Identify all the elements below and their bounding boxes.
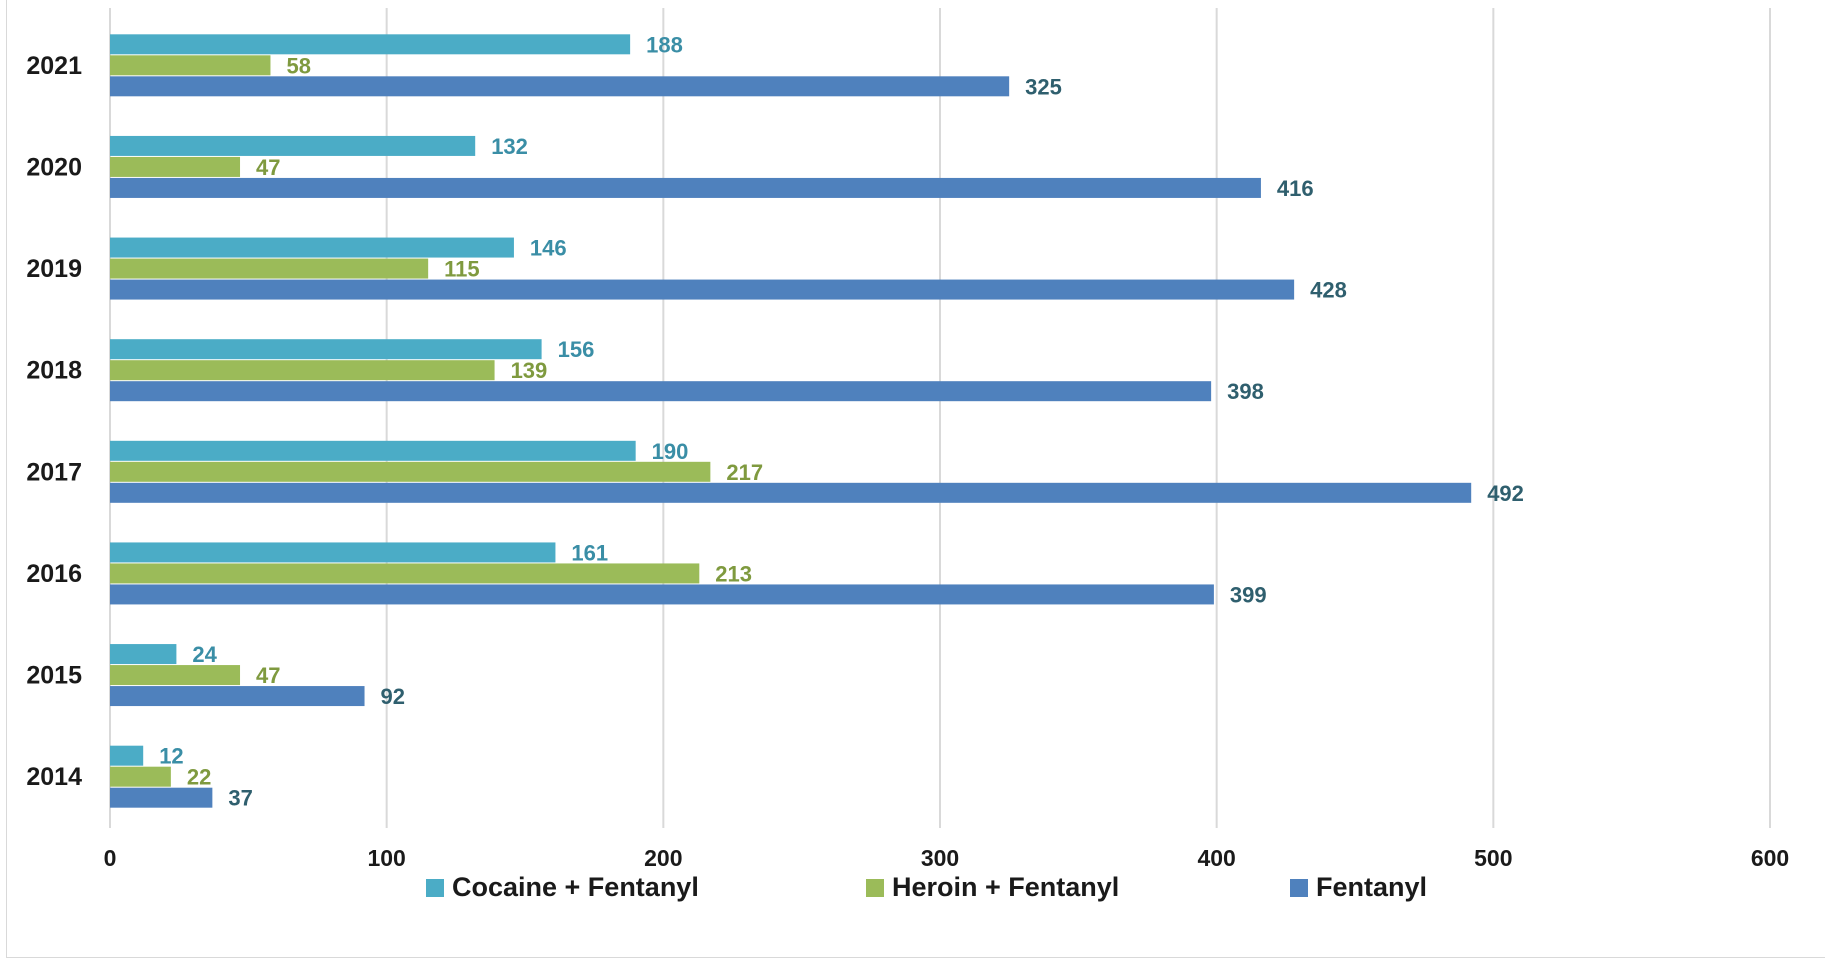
- y-tick-label: 2017: [26, 458, 82, 486]
- x-tick-label: 600: [1751, 845, 1789, 871]
- bar-heroin-fentanyl: [110, 55, 271, 76]
- data-label-cocaine-fentanyl: 132: [491, 134, 528, 159]
- bar-fentanyl: [110, 177, 1261, 198]
- x-tick-label: 500: [1474, 845, 1512, 871]
- bar-fentanyl: [110, 584, 1214, 605]
- data-label-heroin-fentanyl: 47: [256, 155, 280, 180]
- data-label-cocaine-fentanyl: 188: [646, 32, 683, 57]
- x-tick-label: 400: [1197, 845, 1235, 871]
- bar-fentanyl: [110, 76, 1010, 97]
- legend-label-heroin-fentanyl: Heroin + Fentanyl: [892, 872, 1120, 902]
- data-label-cocaine-fentanyl: 190: [652, 439, 689, 464]
- data-label-fentanyl: 399: [1230, 582, 1267, 607]
- y-tick-label: 2019: [26, 255, 82, 283]
- bar-fentanyl: [110, 381, 1212, 402]
- chart-frame: [6, 0, 1825, 958]
- legend-item-cocaine-fentanyl: Cocaine + Fentanyl: [426, 872, 699, 903]
- bar-cocaine-fentanyl: [110, 542, 556, 563]
- data-label-fentanyl: 325: [1025, 74, 1062, 99]
- data-label-heroin-fentanyl: 115: [444, 257, 480, 282]
- data-label-fentanyl: 398: [1227, 379, 1264, 404]
- y-tick-label: 2014: [26, 763, 82, 791]
- data-label-fentanyl: 416: [1277, 176, 1314, 201]
- data-label-heroin-fentanyl: 58: [286, 53, 310, 78]
- legend-item-fentanyl: Fentanyl: [1290, 872, 1427, 903]
- data-label-heroin-fentanyl: 217: [726, 460, 763, 485]
- data-label-cocaine-fentanyl: 146: [530, 236, 567, 261]
- data-label-cocaine-fentanyl: 161: [571, 540, 608, 565]
- bar-cocaine-fentanyl: [110, 440, 636, 461]
- bar-cocaine-fentanyl: [110, 237, 514, 258]
- data-label-heroin-fentanyl: 22: [187, 765, 211, 790]
- bar-heroin-fentanyl: [110, 766, 171, 787]
- bar-fentanyl: [110, 686, 365, 707]
- data-label-fentanyl: 492: [1487, 481, 1524, 506]
- bar-heroin-fentanyl: [110, 563, 700, 584]
- legend-item-heroin-fentanyl: Heroin + Fentanyl: [866, 872, 1119, 903]
- legend-swatch-heroin-fentanyl: [866, 878, 884, 897]
- x-tick-label: 300: [921, 845, 959, 871]
- bar-cocaine-fentanyl: [110, 745, 144, 766]
- y-tick-label: 2015: [26, 662, 82, 690]
- legend-swatch-cocaine-fentanyl: [426, 878, 444, 897]
- bar-fentanyl: [110, 482, 1472, 503]
- legend-label-cocaine-fentanyl: Cocaine + Fentanyl: [452, 872, 699, 902]
- data-label-cocaine-fentanyl: 24: [192, 642, 217, 667]
- data-label-cocaine-fentanyl: 156: [558, 337, 595, 362]
- y-tick-label: 2021: [26, 52, 82, 80]
- data-label-fentanyl: 428: [1310, 278, 1347, 303]
- bar-heroin-fentanyl: [110, 461, 711, 482]
- bar-heroin-fentanyl: [110, 665, 241, 686]
- y-tick-label: 2016: [26, 560, 82, 588]
- bar-heroin-fentanyl: [110, 360, 495, 381]
- bar-cocaine-fentanyl: [110, 339, 542, 360]
- bar-heroin-fentanyl: [110, 258, 429, 279]
- legend-label-fentanyl: Fentanyl: [1316, 872, 1428, 902]
- bar-cocaine-fentanyl: [110, 135, 476, 156]
- data-label-fentanyl: 92: [381, 684, 405, 709]
- x-tick-label: 200: [644, 845, 682, 871]
- legend: Cocaine + Fentanyl Heroin + Fentanyl Fen…: [0, 872, 1827, 908]
- y-tick-label: 2020: [26, 153, 82, 181]
- x-tick-label: 100: [367, 845, 405, 871]
- bar-fentanyl: [110, 787, 213, 808]
- data-label-fentanyl: 37: [228, 786, 252, 811]
- data-label-heroin-fentanyl: 47: [256, 663, 280, 688]
- data-label-heroin-fentanyl: 213: [715, 561, 752, 586]
- data-label-cocaine-fentanyl: 12: [159, 744, 183, 769]
- bar-cocaine-fentanyl: [110, 34, 631, 55]
- bar-cocaine-fentanyl: [110, 644, 177, 665]
- legend-swatch-fentanyl: [1290, 878, 1308, 897]
- y-tick-label: 2018: [26, 357, 82, 385]
- bar-fentanyl: [110, 279, 1295, 300]
- x-tick-label: 0: [104, 845, 117, 871]
- data-label-heroin-fentanyl: 139: [511, 358, 548, 383]
- bar-heroin-fentanyl: [110, 156, 241, 177]
